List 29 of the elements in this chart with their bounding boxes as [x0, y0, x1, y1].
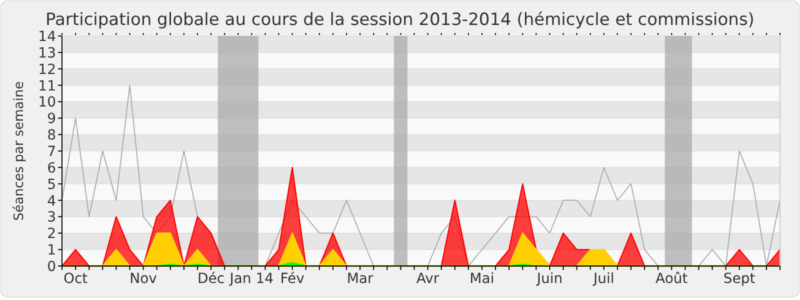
y-tick-label: 4: [47, 193, 56, 210]
y-tick-label: 10: [38, 94, 56, 111]
x-tick-label: Mai: [470, 271, 494, 287]
y-axis-title: Séances par semaine: [12, 81, 27, 221]
x-tick-label: Mar: [346, 271, 374, 287]
y-tick-label: 3: [47, 210, 56, 226]
y-tick-label: 7: [47, 144, 56, 160]
y-tick-label: 2: [47, 226, 56, 242]
x-tick-label: Oct: [63, 271, 88, 287]
y-tick-label: 6: [47, 160, 56, 176]
x-tick-label: Juin: [536, 271, 563, 287]
x-tick-label: Sept: [723, 271, 756, 287]
x-tick-label: Nov: [130, 271, 157, 287]
chart-title: Participation globale au cours de la session 2013-2014 (hémicycle et commissions): [46, 10, 754, 30]
y-tick-label: 1: [47, 242, 56, 259]
x-tick-label: Fév: [280, 271, 304, 287]
x-tick-label: Avr: [416, 271, 440, 287]
y-tick-label: 12: [38, 62, 56, 78]
x-tick-label: Jan 14: [228, 271, 274, 287]
x-tick-label: Juil: [592, 271, 614, 287]
x-tick-label: Août: [655, 271, 688, 287]
y-tick-label: 0: [47, 259, 56, 275]
y-tick-label: 9: [47, 111, 56, 128]
y-tick-label: 11: [38, 78, 56, 94]
x-tick-label: Déc: [197, 271, 225, 287]
y-tick-label: 14: [38, 29, 56, 45]
y-tick-label: 8: [47, 128, 56, 144]
y-tick-label: 13: [38, 45, 56, 62]
y-tick-label: 5: [47, 176, 56, 193]
